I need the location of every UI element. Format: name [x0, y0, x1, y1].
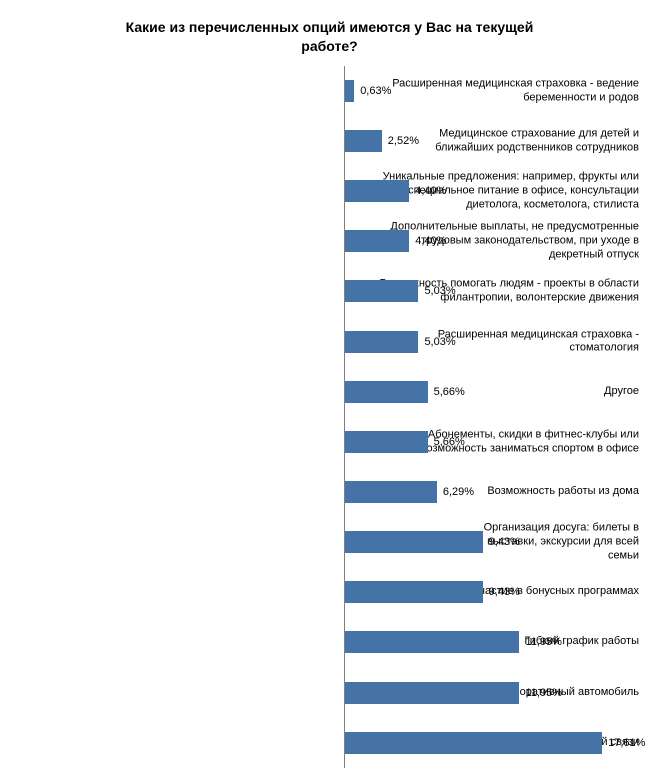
value-label: 9,43%: [483, 536, 520, 548]
chart-row: Возможность помогать людям - проекты в о…: [14, 266, 645, 316]
chart-row: Расширенная медицинская страховка - веде…: [14, 66, 645, 116]
value-label: 17,61%: [602, 737, 645, 749]
value-label: 4,40%: [409, 185, 446, 197]
chart-title: Какие из перечисленных опций имеются у В…: [14, 18, 645, 66]
bar: [345, 331, 418, 353]
plot-area: Расширенная медицинская страховка - веде…: [14, 66, 645, 768]
chart-row: Другое5,66%: [14, 367, 645, 417]
bar-chart: Какие из перечисленных опций имеются у В…: [0, 0, 659, 781]
bar: [345, 732, 602, 754]
bar: [345, 682, 519, 704]
bar: [345, 481, 437, 503]
chart-row: Дополнительные выплаты, не предусмотренн…: [14, 216, 645, 266]
bar: [345, 531, 483, 553]
bar: [345, 431, 428, 453]
value-label: 5,03%: [418, 336, 455, 348]
chart-row: Уникальные предложения: например, фрукты…: [14, 166, 645, 216]
bar: [345, 631, 519, 653]
chart-row: Возможность работы из дома6,29%: [14, 467, 645, 517]
bar: [345, 80, 354, 102]
bar: [345, 381, 428, 403]
value-label: 9,43%: [483, 586, 520, 598]
value-label: 11,95%: [519, 687, 562, 699]
chart-row: Участие в бонусных программах9,43%: [14, 567, 645, 617]
bar: [345, 280, 418, 302]
chart-row: Расширенная медицинская страховка - стом…: [14, 316, 645, 366]
value-label: 4,40%: [409, 235, 446, 247]
value-label: 5,66%: [428, 436, 465, 448]
value-label: 5,03%: [418, 285, 455, 297]
value-label: 11,95%: [519, 636, 562, 648]
value-label: 6,29%: [437, 486, 474, 498]
bar: [345, 130, 382, 152]
bar: [345, 180, 409, 202]
value-label: 5,66%: [428, 386, 465, 398]
chart-row: Организация досуга: билеты в театры, муз…: [14, 517, 645, 567]
bar: [345, 581, 483, 603]
chart-row: Абонементы, скидки в фитнес-клубы или во…: [14, 417, 645, 467]
value-label: 2,52%: [382, 135, 419, 147]
chart-row: Гибкий график работы11,95%: [14, 617, 645, 667]
bar: [345, 230, 409, 252]
chart-row: Медицинское страхование для детей и ближ…: [14, 116, 645, 166]
chart-row: Услуги мобильной связи17,61%: [14, 718, 645, 768]
chart-row: Корпоративный автомобиль11,95%: [14, 667, 645, 717]
value-label: 0,63%: [354, 85, 391, 97]
